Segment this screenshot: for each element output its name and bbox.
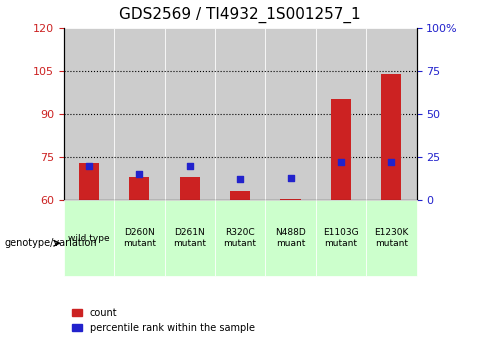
Point xyxy=(287,175,294,180)
Text: wild type: wild type xyxy=(68,234,110,243)
Bar xyxy=(165,200,215,276)
Bar xyxy=(280,199,300,200)
Bar xyxy=(215,28,265,200)
Bar xyxy=(265,28,316,200)
Bar xyxy=(64,28,114,200)
Bar xyxy=(366,200,416,276)
Point xyxy=(135,171,143,177)
Bar xyxy=(366,28,416,200)
Bar xyxy=(265,200,316,276)
Bar xyxy=(316,200,366,276)
Bar xyxy=(180,177,200,200)
Bar xyxy=(381,73,401,200)
Bar xyxy=(79,163,99,200)
Legend: count, percentile rank within the sample: count, percentile rank within the sample xyxy=(69,304,259,337)
Point xyxy=(388,159,395,165)
Bar xyxy=(165,28,215,200)
Text: E1230K
mutant: E1230K mutant xyxy=(374,228,409,248)
Point xyxy=(186,163,194,168)
Text: D261N
mutant: D261N mutant xyxy=(173,228,206,248)
Text: N488D
muant: N488D muant xyxy=(275,228,306,248)
Bar xyxy=(129,177,149,200)
Text: genotype/variation: genotype/variation xyxy=(5,238,98,248)
Bar xyxy=(114,200,165,276)
Bar xyxy=(215,200,265,276)
Bar xyxy=(316,28,366,200)
Bar xyxy=(230,191,250,200)
Point xyxy=(337,159,345,165)
Point xyxy=(236,177,244,182)
Text: D260N
mutant: D260N mutant xyxy=(123,228,156,248)
Bar xyxy=(331,99,351,200)
Title: GDS2569 / TI4932_1S001257_1: GDS2569 / TI4932_1S001257_1 xyxy=(119,7,361,23)
Text: E1103G
mutant: E1103G mutant xyxy=(323,228,359,248)
Text: R320C
mutant: R320C mutant xyxy=(223,228,257,248)
Point xyxy=(85,163,93,168)
Bar xyxy=(114,28,165,200)
Bar xyxy=(64,200,114,276)
